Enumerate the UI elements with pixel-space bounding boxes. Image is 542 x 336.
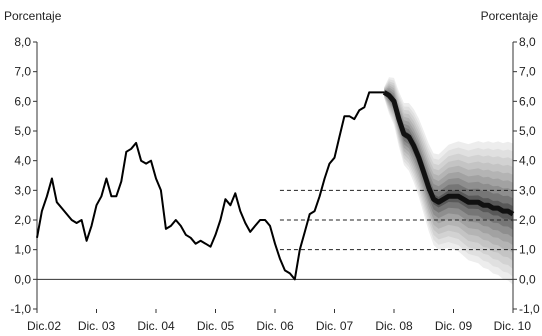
y-tick-label-left: -1,0 [10,302,31,316]
y-tick-label-left: 0,0 [14,272,31,286]
y-tick-label-right: 6,0 [519,94,536,108]
historical-series-line [36,91,385,281]
x-tick-label: Dic. 03 [78,319,116,333]
series-lines [36,90,515,281]
y-tick-label-left: 6,0 [14,94,31,108]
x-tick-label: Dic. 04 [137,319,175,333]
axes: -1,0 -1,0 0,0 0,0 1,0 1,0 2,0 2,0 3,0 3,0 4,0 4,0 5,… [10,35,540,333]
x-tick-label: Dic.02 [27,319,61,333]
y-tick-label-right: 4,0 [519,154,536,168]
central-projection-line [382,90,515,217]
y-tick-label-left: 1,0 [14,243,31,257]
y-axis-label-left: Porcentaje [4,9,62,23]
y-tick-label-left: 4,0 [14,154,31,168]
x-tick-label: Dic. 10 [494,319,532,333]
x-tick-label: Dic. 05 [197,319,235,333]
y-tick-label-right: 5,0 [519,124,536,138]
y-tick-label-right: 7,0 [519,65,536,79]
y-tick-label-right: 3,0 [519,183,536,197]
y-tick-label-left: 7,0 [14,65,31,79]
y-axis-label-right: Porcentaje [481,9,539,23]
y-tick-label-right: -1,0 [519,302,540,316]
y-tick-label-left: 3,0 [14,183,31,197]
y-tick-label-left: 5,0 [14,124,31,138]
y-tick-label-right: 1,0 [519,243,536,257]
y-tick-label-right: 2,0 [519,213,536,227]
y-tick-label-left: 8,0 [14,35,31,49]
x-tick-label: Dic. 06 [256,319,294,333]
fan-band-8 [384,91,513,230]
y-tick-label-right: 0,0 [519,272,536,286]
target-lines [279,189,513,251]
y-tick-label-right: 8,0 [519,35,536,49]
fan-bands [384,77,513,285]
y-tick-label-left: 2,0 [14,213,31,227]
x-tick-label: Dic. 08 [375,319,413,333]
x-tick-label: Dic. 07 [316,319,354,333]
x-tick-label: Dic. 09 [435,319,473,333]
